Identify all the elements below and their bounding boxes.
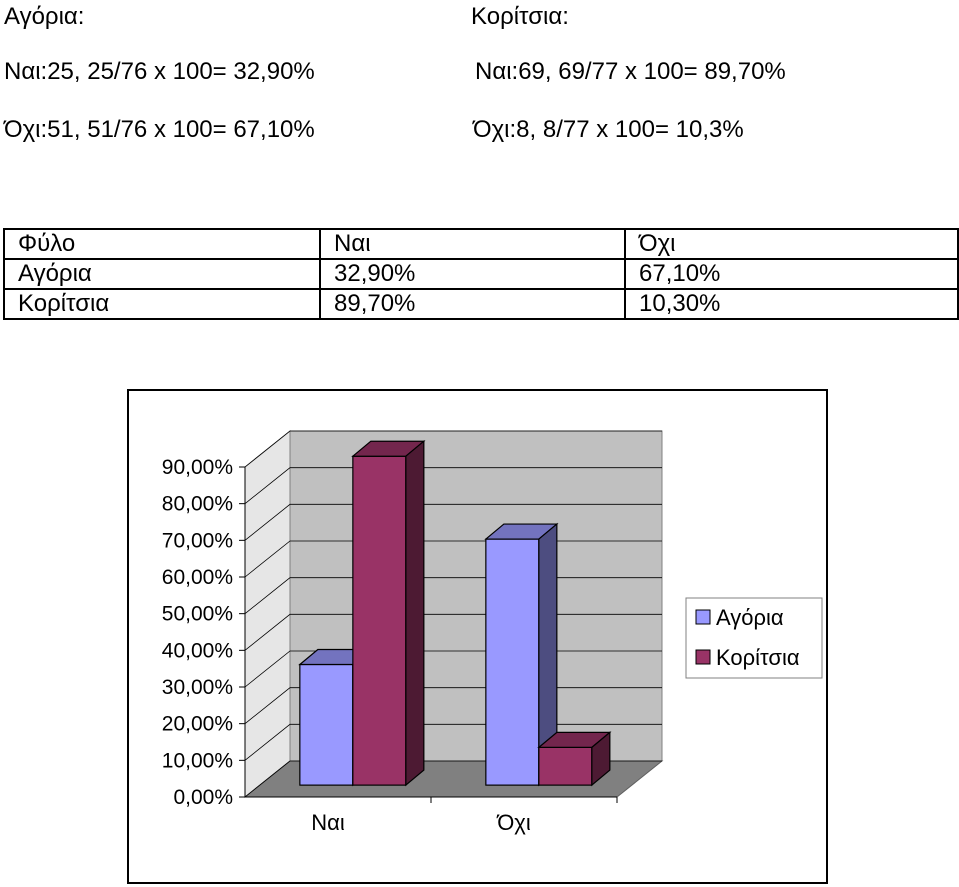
legend-swatch <box>695 609 711 625</box>
table-cell: 10,30% <box>624 288 959 320</box>
y-tick-label: 40,00% <box>162 639 233 662</box>
legend-label: Κορίτσια <box>716 645 800 670</box>
y-tick-label: 0,00% <box>173 786 233 809</box>
table-cell: 32,90% <box>319 258 626 290</box>
girls-heading: Κορίτσια: <box>471 3 569 30</box>
table-cell: 89,70% <box>319 288 626 320</box>
bar-side <box>591 731 611 787</box>
results-table: Φύλο Ναι Όχι Αγόρια 32,90% 67,10% Κορίτσ… <box>3 228 959 320</box>
table-header-row: Φύλο Ναι Όχι <box>3 228 959 260</box>
y-tick-label: 50,00% <box>162 603 233 626</box>
girls-no-calc: Όχι:8, 8/77 x 100= 10,3% <box>473 116 744 143</box>
y-tick-label: 60,00% <box>162 566 233 589</box>
y-tick-label: 30,00% <box>162 676 233 699</box>
table-cell: Αγόρια <box>3 258 321 290</box>
table-row: Αγόρια 32,90% 67,10% <box>3 258 959 290</box>
boys-heading: Αγόρια: <box>4 3 85 30</box>
y-tick-label: 80,00% <box>162 493 233 516</box>
boys-yes-calc: Ναι:25, 25/76 x 100= 32,90% <box>4 58 315 85</box>
gridline <box>244 430 662 468</box>
table-row: Κορίτσια 89,70% 10,30% <box>3 288 959 320</box>
table-header-cell: Ναι <box>319 228 626 260</box>
y-tick-label: 20,00% <box>162 713 233 736</box>
table-cell: Κορίτσια <box>3 288 321 320</box>
bar <box>485 538 540 786</box>
y-tick-label: 90,00% <box>162 456 233 479</box>
gridline <box>244 503 662 541</box>
legend-label: Αγόρια <box>716 605 784 630</box>
bar-side <box>405 439 425 787</box>
x-tick-label: Όχι <box>496 810 531 835</box>
table-header-cell: Φύλο <box>3 228 321 260</box>
y-tick-label: 10,00% <box>162 749 233 772</box>
table-cell: 67,10% <box>624 258 959 290</box>
girls-yes-calc: Ναι:69, 69/77 x 100= 89,70% <box>475 58 786 85</box>
bar <box>299 663 354 786</box>
bar <box>538 746 593 786</box>
y-tick-label: 70,00% <box>162 529 233 552</box>
table-header-cell: Όχι <box>624 228 959 260</box>
x-tick-label: Ναι <box>311 810 345 835</box>
legend-swatch <box>695 649 711 665</box>
boys-no-calc: Όχι:51, 51/76 x 100= 67,10% <box>4 116 315 143</box>
gridline <box>244 467 662 504</box>
bar <box>352 455 407 786</box>
